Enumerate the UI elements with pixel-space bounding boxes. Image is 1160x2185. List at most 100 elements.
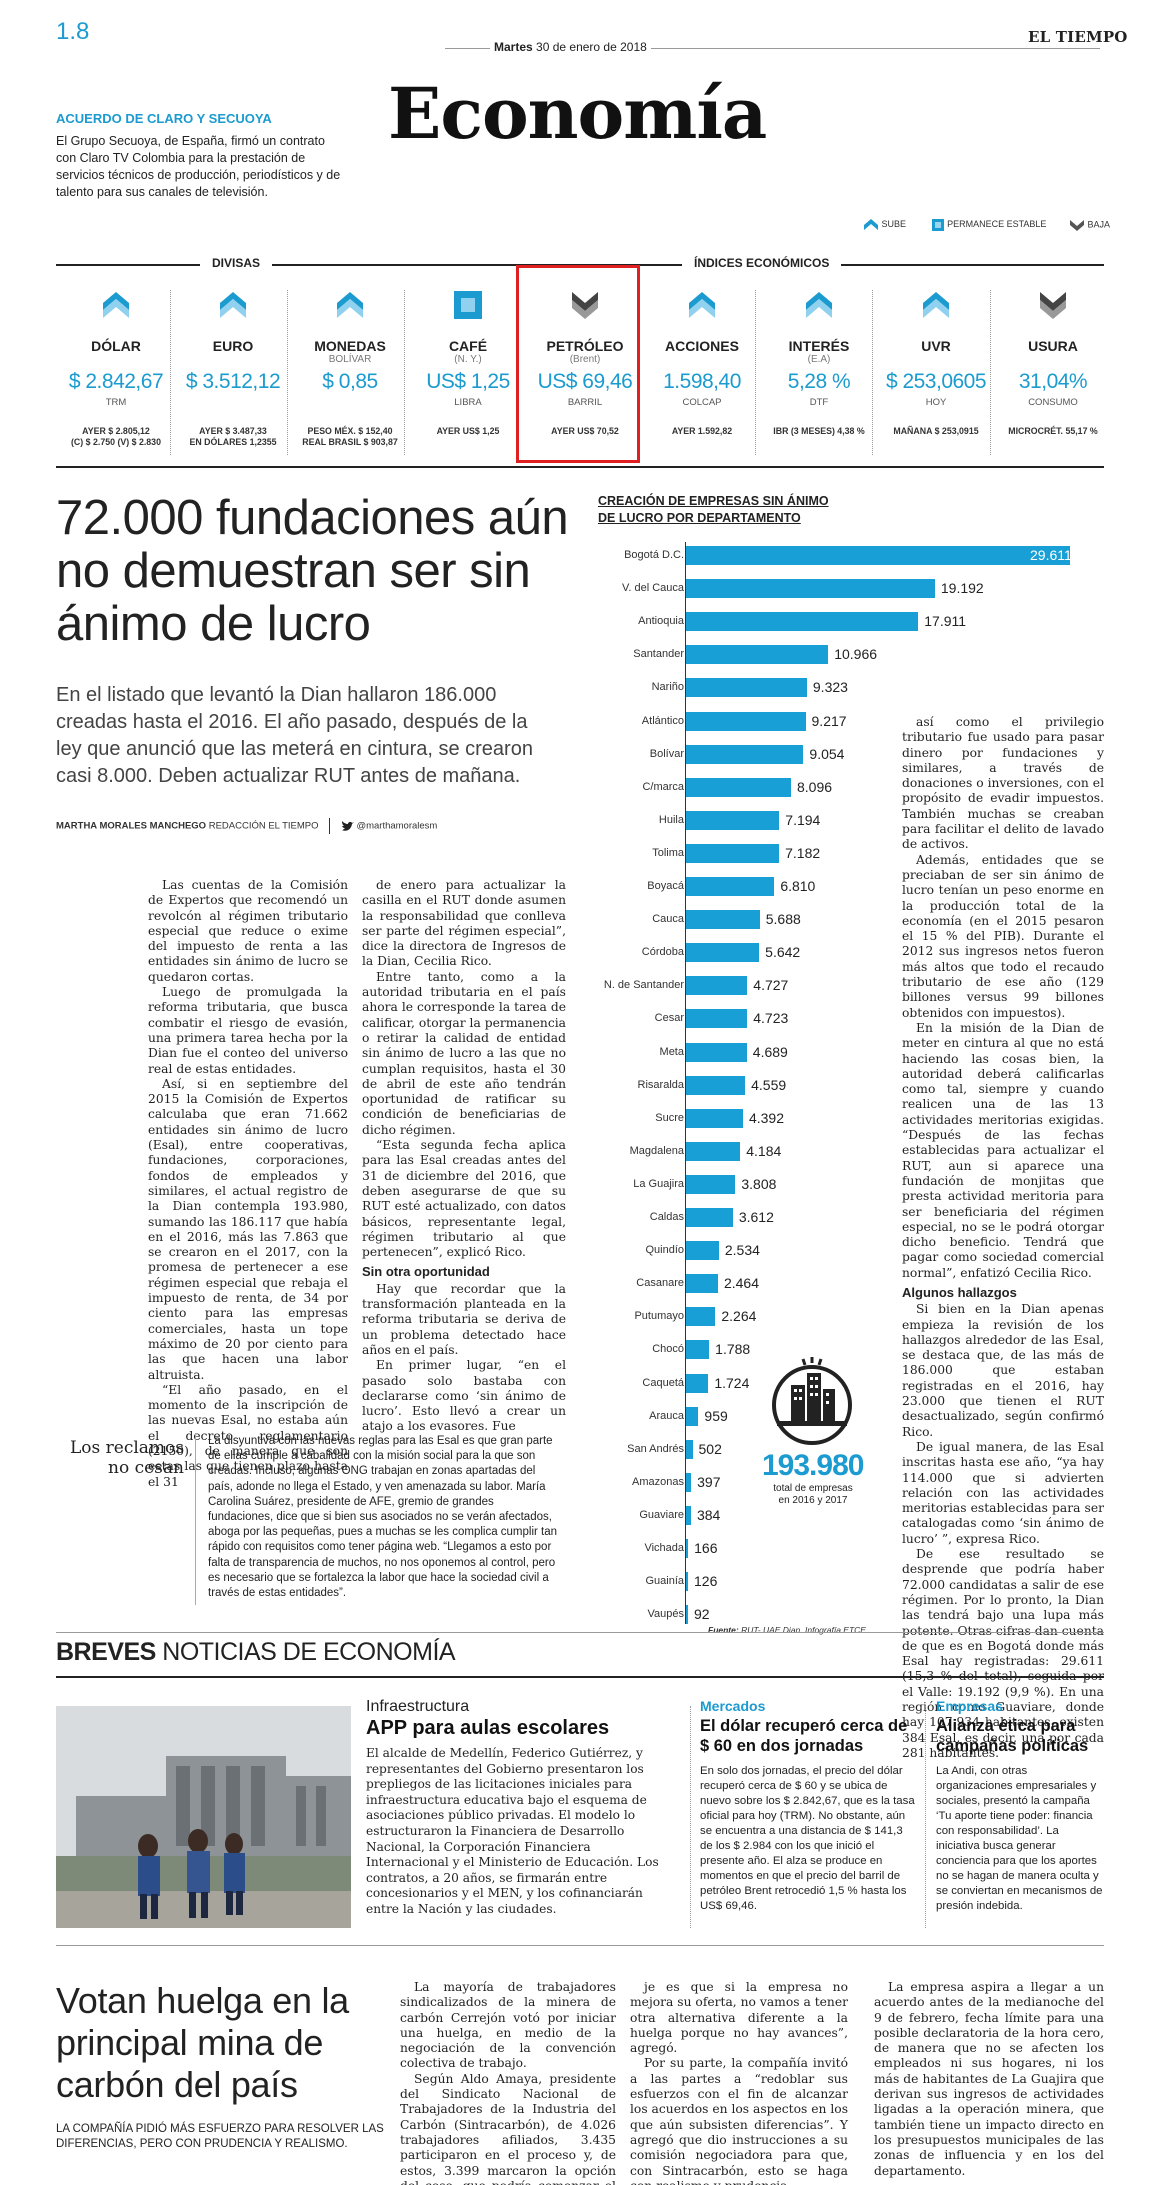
- bar-value-label: 4.559: [751, 1076, 787, 1093]
- indicator-7: UVR $ 253,0605 HOY MAÑANA $ 253,0915: [878, 290, 994, 460]
- indicator-value: 1.598,40: [663, 370, 741, 393]
- bar-category-label: Amazonas: [632, 1475, 684, 1488]
- paragraph: Además, entidades que se preciaban de se…: [902, 852, 1104, 1020]
- bar: [686, 1208, 733, 1227]
- bar-value-label: 4.727: [753, 977, 789, 994]
- indicator-separator: [170, 290, 171, 455]
- quote-divider: [195, 1433, 196, 1605]
- bar-category-label: Tolima: [652, 846, 684, 859]
- indicator-previous: AYER $ 2.805,12 (C) $ 2.750 (V) $ 2.830: [71, 426, 161, 447]
- bar: [686, 1174, 736, 1194]
- bar-category-label: Vaupés: [647, 1608, 685, 1621]
- indicator-name: PETRÓLEO: [546, 338, 624, 354]
- indicator-8: USURA 31,04% CONSUMO MICROCRÉT. 55,17 %: [995, 290, 1111, 460]
- bar-category-label: Magdalena: [629, 1144, 684, 1157]
- article-lead: En el listado que levantó la Dian hallar…: [56, 684, 533, 787]
- chart-source-label: Fuente:: [708, 1625, 739, 1635]
- bar-value-label: 29.611: [1030, 547, 1072, 563]
- bar: [686, 711, 806, 731]
- bar: [686, 612, 919, 632]
- legend-up: SUBE: [881, 219, 907, 230]
- bar-value-label: 7.194: [785, 811, 821, 828]
- bar-category-label: Cesar: [654, 1012, 684, 1025]
- bar-category-label: Boyacá: [647, 880, 684, 892]
- bar-category-label: Guaviare: [639, 1508, 684, 1521]
- bar-category-label: La Guajira: [633, 1177, 684, 1190]
- bar-category-label: N. de Santander: [603, 979, 684, 992]
- indicator-6: INTERÉS (E.A) 5,28 % DTF IBR (3 MESES) 4,38 …: [761, 290, 877, 460]
- subheading: Sin otra oportunidad: [362, 1264, 490, 1280]
- indicator-separator: [872, 290, 873, 455]
- bar-category-label: Arauca: [649, 1409, 684, 1422]
- down-arrow-icon: [570, 290, 600, 320]
- brief-item: Mercados El dólar recuperó cerca de $ 60 …: [700, 1698, 915, 1914]
- indicator-unit: BARRIL: [567, 397, 603, 408]
- indicator-name: INTERÉS: [788, 338, 850, 354]
- bar-value-label: 3.808: [741, 1175, 777, 1192]
- bar: [686, 943, 760, 963]
- bar-category-label: Bolívar: [649, 747, 684, 760]
- bar-value-label: 5.688: [765, 911, 801, 928]
- breves-top-rule: [56, 1632, 1104, 1633]
- paragraph: Las cuentas de la Comisión de Expertos q…: [148, 878, 348, 984]
- bar-value-label: 2.264: [721, 1308, 757, 1325]
- bar-category-label: Huila: [658, 813, 684, 826]
- bar-category-label: Santander: [633, 648, 684, 661]
- brief-item: Infraestructura APP para aulas escolares E…: [366, 1698, 676, 1918]
- buildings-globe-icon: [767, 1355, 857, 1447]
- stable-square-icon: [931, 219, 944, 231]
- promo-title: ACUERDO DE CLARO Y SECUOYA: [56, 111, 272, 126]
- strike-column-2: je es que si la empresa no mejora su ofe…: [630, 1980, 848, 2185]
- indicator-name: ACCIONES: [665, 338, 739, 354]
- bar-category-label: Antioquia: [638, 615, 684, 628]
- strike-lead: LA COMPAÑÍA PIDIÓ MÁS ESFUERZO PARA RESO…: [56, 2123, 384, 2150]
- chart-source: Fuente: RUT- UAE Dian. Infografía ETCE.: [708, 1625, 868, 1635]
- bar: [686, 843, 780, 863]
- chart-title: CREACIÓN DE EMPRESAS SIN ÁNIMO DE LUCRO …: [598, 494, 829, 525]
- indicator-previous: AYER US$ 1,25: [436, 426, 500, 436]
- indicator-subname: BOLÍVAR: [328, 354, 372, 365]
- paragraph: Luego de promulgada la reforma tributari…: [148, 985, 348, 1076]
- bar-value-label: 9.217: [811, 712, 847, 729]
- bar-category-label: San Andrés: [627, 1442, 684, 1455]
- bar-category-label: Caldas: [649, 1211, 684, 1223]
- bar: [686, 810, 780, 830]
- bar-value-label: 4.392: [748, 1109, 784, 1126]
- bar-category-label: Bogotá D.C.: [624, 549, 684, 561]
- author-twitter[interactable]: @marthamoralesm: [356, 820, 438, 832]
- paragraph: Por su parte, la compañía invitó a las p…: [630, 2056, 848, 2185]
- indicator-previous: IBR (3 MESES) 4,38 %: [773, 426, 865, 436]
- bar-category-label: Nariño: [651, 681, 684, 694]
- brief-title: El dólar recuperó cerca de $ 60 en dos j…: [700, 1717, 908, 1755]
- bar-value-label: 126: [694, 1573, 718, 1590]
- page-number: 1.8: [56, 18, 90, 45]
- indicator-value: US$ 69,46: [537, 370, 633, 393]
- brief-kicker: Infraestructura: [366, 1698, 470, 1715]
- chart-source-text: RUT- UAE Dian. Infografía ETCE.: [741, 1625, 869, 1635]
- bar-value-label: 9.323: [812, 679, 848, 696]
- strike-column-1: La mayoría de trabajadores sindicalizado…: [400, 1980, 616, 2185]
- indicator-name: UVR: [921, 338, 951, 354]
- indicator-unit: CONSUMO: [1028, 397, 1078, 408]
- down-arrow-icon: [1069, 220, 1084, 231]
- bar-category-label: Atlántico: [641, 714, 684, 727]
- bar: [686, 1042, 747, 1062]
- indicator-value: $ 2.842,67: [68, 370, 164, 393]
- indicator-previous: AYER US$ 70,52: [551, 426, 619, 436]
- bar-category-label: Córdoba: [641, 946, 684, 959]
- breves-header-rule: [56, 1676, 1104, 1678]
- header-date-rest: 30 de enero de 2018: [536, 40, 647, 54]
- indicator-name: CAFÉ: [448, 338, 488, 354]
- paragraph: “El año pasado, en el momento de la insc…: [148, 1382, 348, 1489]
- bar: [686, 579, 935, 599]
- up-arrow-icon: [335, 290, 365, 320]
- bar: [686, 976, 748, 996]
- bar-value-label: 8.096: [796, 778, 833, 795]
- bar-value-label: 3.612: [738, 1209, 774, 1225]
- bar-category-label: Cauca: [652, 913, 684, 926]
- bar-value-label: 9.054: [809, 745, 845, 762]
- bar-value-label: 92: [694, 1606, 710, 1623]
- bar-value-label: 166: [694, 1540, 718, 1556]
- bar-value-label: 384: [696, 1506, 721, 1523]
- header-date-day: Martes: [494, 40, 533, 54]
